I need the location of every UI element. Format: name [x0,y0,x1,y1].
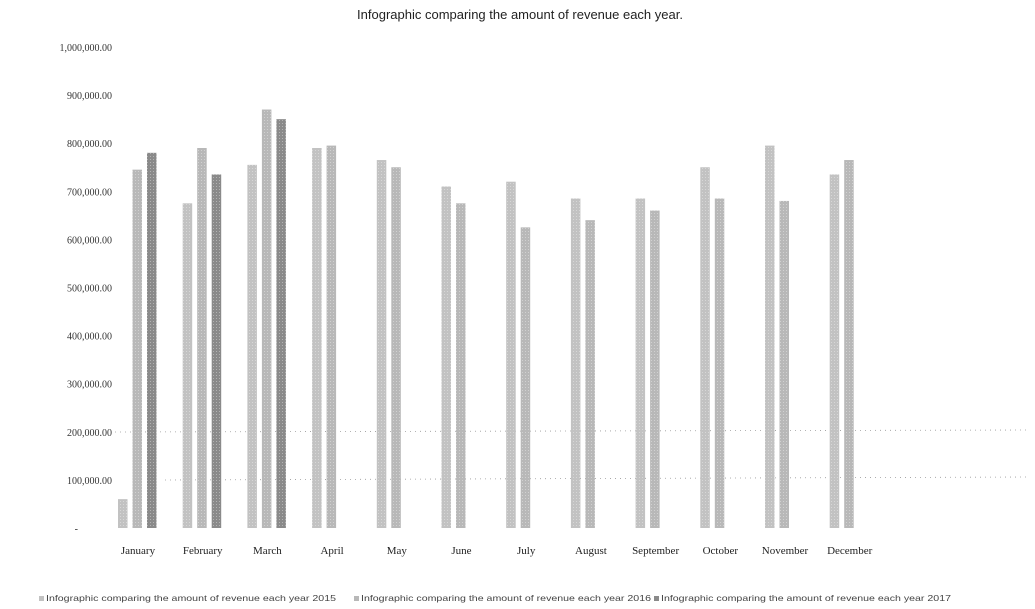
x-category-label: February [183,545,223,557]
bar-texture-may-series-1 [376,160,387,528]
x-category-label: December [827,545,873,557]
bar-texture-may-series-2 [391,167,401,528]
bars [118,109,854,529]
x-category-label: November [762,545,809,557]
y-tick-label: 300,000.00 [67,380,112,391]
legend: Infographic comparing the amount of reve… [39,593,951,603]
x-category-label: September [632,545,679,557]
bar-texture-july-series-2 [520,227,531,528]
legend-label-3: Infographic comparing the amount of reve… [661,593,951,603]
bar-texture-june-series-2 [456,203,466,528]
x-category-label: January [121,545,156,557]
legend-swatch-2 [354,596,359,601]
bar-texture-january-series-2 [132,169,142,528]
y-tick-label: 900,000.00 [67,91,112,102]
bar-texture-august-series-1 [570,198,581,528]
bar-texture-november-series-1 [765,145,775,529]
y-tick-label: 100,000.00 [67,476,112,487]
y-tick-label: 700,000.00 [67,187,112,198]
bar-texture-february-series-1 [182,203,193,528]
bar-texture-march-series-1 [247,164,257,528]
y-axis: - 100,000.00 200,000.00 300,000.00 400,000.0… [60,43,113,535]
bar-texture-april-series-2 [326,145,337,529]
dotted-line-lower [164,476,1031,481]
y-tick-label: 800,000.00 [67,139,112,150]
bar-texture-november-series-2 [779,200,789,529]
x-category-label: October [703,545,739,557]
bar-texture-march-series-3 [276,119,286,529]
y-tick-label: 600,000.00 [67,235,112,246]
bar-texture-april-series-1 [312,148,322,528]
y-tick-label: 400,000.00 [67,332,112,343]
x-category-label: May [387,545,408,557]
legend-label-1: Infographic comparing the amount of reve… [46,593,336,603]
bar-texture-september-series-1 [635,198,646,528]
y-tick-label: - [75,524,78,535]
legend-swatch-1 [39,596,44,601]
chart-title: Infographic comparing the amount of reve… [357,7,683,22]
y-tick-label: 500,000.00 [67,284,112,295]
bar-texture-january-series-1 [118,499,128,528]
legend-label-2: Infographic comparing the amount of reve… [361,593,651,603]
x-category-label: July [517,545,536,557]
x-category-label: June [451,545,471,557]
bar-texture-january-series-3 [147,152,157,528]
x-axis: January February March April May June July Augu… [121,545,873,557]
bar-texture-february-series-3 [211,174,222,528]
bar-texture-august-series-2 [585,220,595,528]
bar-texture-march-series-2 [261,109,272,528]
y-tick-label: 200,000.00 [67,428,112,439]
bar-texture-december-series-2 [844,160,854,528]
bar-texture-july-series-1 [506,181,516,528]
bar-texture-october-series-2 [714,198,725,528]
x-category-label: August [575,545,607,557]
y-tick-label: 1,000,000.00 [60,43,113,54]
bar-texture-june-series-1 [441,186,451,529]
x-category-label: March [253,545,282,557]
x-category-label: April [320,545,343,557]
dotted-reference-lines [114,429,1031,481]
bar-texture-december-series-1 [829,174,840,528]
bar-texture-february-series-2 [197,148,207,528]
bar-texture-october-series-1 [700,167,710,528]
bar-texture-september-series-2 [650,210,660,529]
legend-swatch-3 [654,596,659,601]
